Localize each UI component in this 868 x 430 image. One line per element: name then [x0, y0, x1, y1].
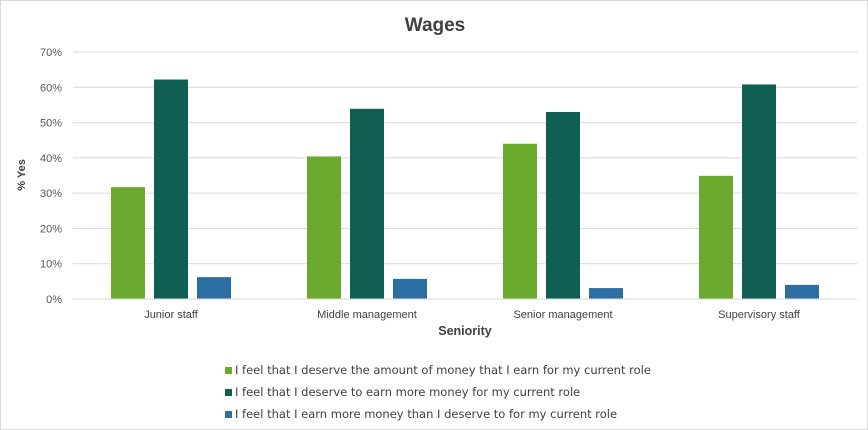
bar — [307, 156, 341, 299]
bar — [197, 277, 231, 299]
legend-label: I feel that I deserve to earn more money… — [235, 385, 581, 399]
legend-swatch — [225, 410, 232, 418]
x-axis-label: Seniority — [438, 324, 492, 338]
bars — [111, 79, 819, 299]
bar — [742, 84, 776, 299]
legend-item: I feel that I deserve the amount of mone… — [225, 359, 651, 381]
legend: I feel that I deserve the amount of mone… — [225, 359, 651, 425]
y-tick-label: 40% — [40, 153, 62, 165]
legend-item: I feel that I earn more money than I des… — [225, 403, 651, 425]
bar — [546, 111, 580, 299]
chart-title: Wages — [405, 15, 466, 36]
bar — [111, 187, 145, 299]
bar — [350, 108, 384, 299]
y-tick-label: 10% — [40, 259, 62, 271]
legend-swatch — [225, 366, 232, 374]
bar — [393, 278, 427, 299]
y-tick-label: 30% — [40, 188, 62, 200]
y-tick-label: 70% — [40, 47, 62, 59]
y-axis-ticks: 0% 10% 20% 30% 40% 50% 60% 70% — [40, 47, 62, 306]
y-axis-label: % Yes — [16, 159, 28, 191]
bar — [589, 288, 623, 299]
bar — [785, 284, 819, 299]
gridlines — [73, 51, 857, 265]
legend-label: I feel that I deserve the amount of mone… — [235, 363, 651, 377]
x-axis-ticks: Junior staff Middle management Senior mana… — [144, 309, 801, 321]
x-tick-label: Junior staff — [144, 309, 199, 321]
legend-item: I feel that I deserve to earn more money… — [225, 381, 651, 403]
y-tick-label: 60% — [40, 82, 62, 94]
bar — [154, 79, 188, 299]
bar — [503, 143, 537, 299]
y-tick-label: 20% — [40, 223, 62, 235]
x-tick-label: Senior management — [513, 309, 612, 321]
x-tick-label: Supervisory staff — [718, 309, 801, 321]
y-tick-label: 0% — [46, 294, 62, 306]
legend-swatch — [225, 388, 232, 396]
y-tick-label: 50% — [40, 118, 62, 130]
legend-label: I feel that I earn more money than I des… — [235, 407, 618, 421]
bar — [699, 175, 733, 299]
x-tick-label: Middle management — [317, 309, 417, 321]
